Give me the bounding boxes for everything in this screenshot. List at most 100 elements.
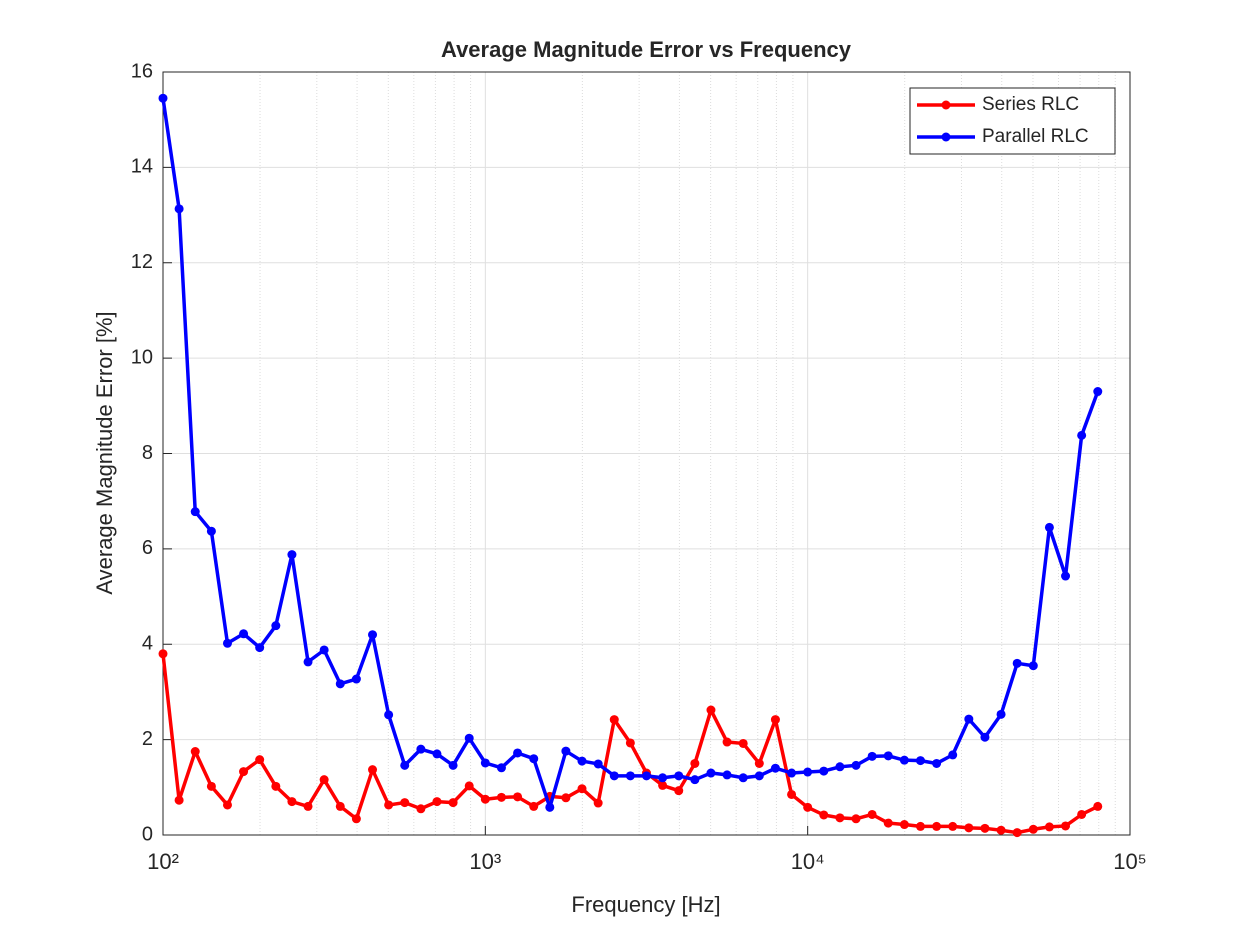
data-point: [335, 679, 345, 689]
data-point: [754, 758, 764, 768]
data-point: [674, 771, 684, 781]
data-point: [1077, 809, 1087, 819]
data-point: [1061, 571, 1071, 581]
data-point: [287, 550, 297, 560]
data-point: [932, 821, 942, 831]
data-point: [658, 773, 668, 783]
y-tick-label: 4: [142, 633, 153, 655]
data-point: [577, 784, 587, 794]
data-point: [770, 715, 780, 725]
data-point: [609, 771, 619, 781]
data-point: [255, 755, 265, 765]
data-point: [513, 748, 523, 758]
data-point: [803, 767, 813, 777]
data-point: [738, 773, 748, 783]
data-point: [980, 823, 990, 833]
data-point: [464, 733, 474, 743]
data-point: [158, 93, 168, 103]
data-point: [851, 814, 861, 824]
data-point: [1093, 387, 1103, 397]
data-point: [641, 771, 651, 781]
data-point: [416, 744, 426, 754]
legend-marker: [941, 100, 951, 110]
data-point: [899, 755, 909, 765]
data-point: [851, 760, 861, 770]
data-point: [593, 759, 603, 769]
x-tick-label: 10⁵: [1113, 849, 1147, 874]
x-tick-label: 10⁴: [791, 849, 825, 874]
chart-title: Average Magnitude Error vs Frequency: [441, 37, 852, 62]
y-tick-label: 8: [142, 442, 153, 464]
data-point: [319, 775, 329, 785]
data-point: [529, 754, 539, 764]
y-tick-label: 0: [142, 823, 153, 845]
data-point: [964, 823, 974, 833]
data-point: [738, 738, 748, 748]
data-point: [190, 747, 200, 757]
data-point: [722, 737, 732, 747]
data-point: [915, 756, 925, 766]
data-point: [448, 760, 458, 770]
y-tick-label: 10: [131, 346, 153, 368]
data-point: [1093, 801, 1103, 811]
data-point: [303, 801, 313, 811]
data-point: [529, 801, 539, 811]
data-point: [368, 765, 378, 775]
data-point: [770, 763, 780, 773]
legend: Series RLC Parallel RLC: [909, 87, 1116, 155]
data-point: [303, 657, 313, 667]
data-point: [222, 800, 232, 810]
data-point: [174, 204, 184, 214]
y-tick-label: 12: [131, 251, 153, 273]
data-point: [384, 800, 394, 810]
y-tick-label: 2: [142, 728, 153, 750]
data-point: [754, 771, 764, 781]
data-point: [222, 638, 232, 648]
data-point: [545, 802, 555, 812]
data-point: [948, 821, 958, 831]
data-point: [384, 710, 394, 720]
data-point: [932, 758, 942, 768]
data-point: [690, 775, 700, 785]
data-point: [400, 760, 410, 770]
data-point: [1044, 522, 1054, 532]
data-point: [561, 793, 571, 803]
data-point: [255, 643, 265, 653]
data-point: [996, 825, 1006, 835]
data-point: [625, 771, 635, 781]
data-point: [368, 630, 378, 640]
data-point: [609, 715, 619, 725]
data-point: [239, 629, 249, 639]
data-point: [867, 751, 877, 761]
y-tick-label: 6: [142, 537, 153, 559]
data-point: [915, 821, 925, 831]
data-point: [239, 767, 249, 777]
data-point: [1044, 822, 1054, 832]
data-point: [561, 746, 571, 756]
data-point: [335, 801, 345, 811]
data-point: [980, 732, 990, 742]
data-point: [658, 780, 668, 790]
data-point: [899, 820, 909, 830]
data-point: [496, 792, 506, 802]
data-point: [625, 738, 635, 748]
data-point: [835, 762, 845, 772]
data-point: [480, 758, 490, 768]
legend-label: Series RLC: [982, 94, 1079, 115]
data-point: [964, 714, 974, 724]
data-point: [496, 763, 506, 773]
data-point: [206, 526, 216, 536]
data-point: [1077, 430, 1087, 440]
data-point: [287, 797, 297, 807]
data-point: [835, 813, 845, 823]
y-tick-label: 14: [131, 156, 153, 178]
data-point: [674, 786, 684, 796]
legend-marker: [941, 132, 951, 142]
data-point: [351, 814, 361, 824]
data-point: [1061, 821, 1071, 831]
data-point: [513, 792, 523, 802]
data-point: [319, 645, 329, 655]
data-point: [1028, 661, 1038, 671]
data-point: [351, 674, 361, 684]
